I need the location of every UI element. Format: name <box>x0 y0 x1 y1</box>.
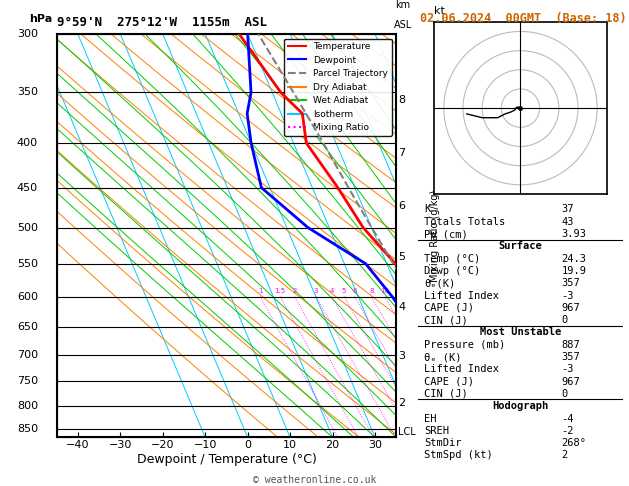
Text: 887: 887 <box>562 340 580 350</box>
Text: 3.93: 3.93 <box>562 229 586 239</box>
Text: 850: 850 <box>17 424 38 434</box>
Text: Totals Totals: Totals Totals <box>425 217 506 227</box>
Text: CIN (J): CIN (J) <box>425 315 468 325</box>
Text: Mixing Ratio (g/kg): Mixing Ratio (g/kg) <box>430 190 440 282</box>
Text: 357: 357 <box>562 278 580 288</box>
Text: CIN (J): CIN (J) <box>425 389 468 399</box>
Text: Surface: Surface <box>499 242 542 251</box>
Text: 4: 4 <box>330 288 334 295</box>
Text: PW (cm): PW (cm) <box>425 229 468 239</box>
Text: 8: 8 <box>369 288 374 295</box>
Text: 3: 3 <box>314 288 318 295</box>
Text: 6: 6 <box>398 201 405 211</box>
Text: Temp (°C): Temp (°C) <box>425 254 481 264</box>
Text: 8: 8 <box>398 95 405 105</box>
Text: ASL: ASL <box>394 20 412 30</box>
Text: CAPE (J): CAPE (J) <box>425 303 474 313</box>
Text: 2: 2 <box>292 288 297 295</box>
Text: 967: 967 <box>562 303 580 313</box>
Text: 450: 450 <box>17 183 38 192</box>
Text: 1.5: 1.5 <box>275 288 286 295</box>
Text: 400: 400 <box>17 138 38 148</box>
Text: 4: 4 <box>398 302 405 312</box>
Text: 550: 550 <box>17 259 38 269</box>
Text: 600: 600 <box>17 292 38 302</box>
Text: StmSpd (kt): StmSpd (kt) <box>425 451 493 460</box>
Text: CAPE (J): CAPE (J) <box>425 377 474 387</box>
Text: -3: -3 <box>562 364 574 374</box>
Text: 5: 5 <box>342 288 347 295</box>
Text: Pressure (mb): Pressure (mb) <box>425 340 506 350</box>
Text: 300: 300 <box>17 29 38 39</box>
Text: Most Unstable: Most Unstable <box>480 328 561 337</box>
Text: θₑ(K): θₑ(K) <box>425 278 455 288</box>
Text: 5: 5 <box>398 252 405 261</box>
Text: θₑ (K): θₑ (K) <box>425 352 462 362</box>
Text: 2: 2 <box>562 451 567 460</box>
Text: 350: 350 <box>17 87 38 97</box>
Text: 750: 750 <box>17 376 38 386</box>
Text: SREH: SREH <box>425 426 449 436</box>
Text: 0: 0 <box>562 389 567 399</box>
Text: 43: 43 <box>562 217 574 227</box>
Text: km: km <box>396 0 411 10</box>
Text: 02.06.2024  00GMT  (Base: 18): 02.06.2024 00GMT (Base: 18) <box>420 12 626 25</box>
Text: 800: 800 <box>17 400 38 411</box>
Text: Lifted Index: Lifted Index <box>425 364 499 374</box>
Text: K: K <box>425 205 431 214</box>
Text: StmDir: StmDir <box>425 438 462 448</box>
Text: © weatheronline.co.uk: © weatheronline.co.uk <box>253 474 376 485</box>
Text: 37: 37 <box>562 205 574 214</box>
Text: Dewp (°C): Dewp (°C) <box>425 266 481 276</box>
Text: 1: 1 <box>258 288 262 295</box>
Text: 6: 6 <box>352 288 357 295</box>
Text: 10: 10 <box>380 288 389 295</box>
Text: 268°: 268° <box>562 438 586 448</box>
Text: Hodograph: Hodograph <box>493 401 548 411</box>
Legend: Temperature, Dewpoint, Parcel Trajectory, Dry Adiabat, Wet Adiabat, Isotherm, Mi: Temperature, Dewpoint, Parcel Trajectory… <box>284 38 392 136</box>
Text: 7: 7 <box>398 148 405 158</box>
Text: 650: 650 <box>17 322 38 332</box>
Text: 500: 500 <box>17 223 38 233</box>
Text: hPa: hPa <box>30 14 53 24</box>
Text: 2: 2 <box>398 398 405 408</box>
Text: kt: kt <box>434 5 445 16</box>
Text: LCL: LCL <box>398 427 416 437</box>
Text: Lifted Index: Lifted Index <box>425 291 499 300</box>
Text: -2: -2 <box>562 426 574 436</box>
Text: 357: 357 <box>562 352 580 362</box>
Text: EH: EH <box>425 414 437 423</box>
Text: -4: -4 <box>562 414 574 423</box>
Text: 19.9: 19.9 <box>562 266 586 276</box>
Text: 9°59'N  275°12'W  1155m  ASL: 9°59'N 275°12'W 1155m ASL <box>57 16 267 29</box>
Text: 967: 967 <box>562 377 580 387</box>
Text: 3: 3 <box>398 350 405 361</box>
Text: 700: 700 <box>17 350 38 360</box>
Text: -3: -3 <box>562 291 574 300</box>
Text: 24.3: 24.3 <box>562 254 586 264</box>
Text: 0: 0 <box>562 315 567 325</box>
X-axis label: Dewpoint / Temperature (°C): Dewpoint / Temperature (°C) <box>136 453 316 466</box>
